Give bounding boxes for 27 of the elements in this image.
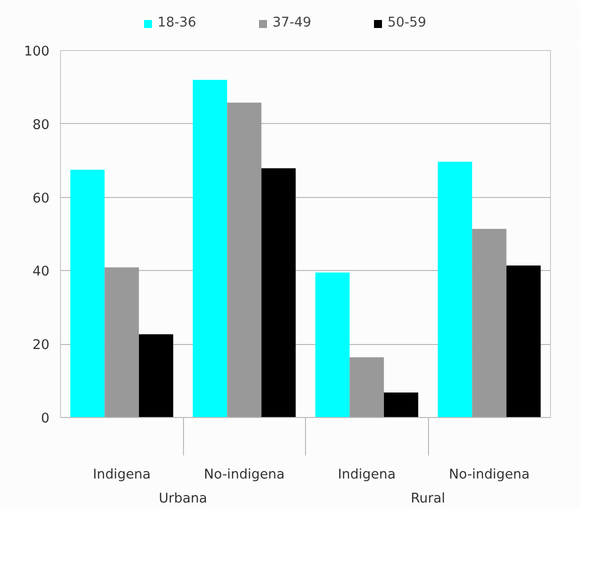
bar — [472, 228, 506, 418]
text: Rural — [410, 492, 446, 506]
bar — [384, 392, 418, 418]
y-tick-label: 100 — [24, 44, 50, 60]
legend-label: 37-49 — [272, 16, 312, 30]
bar — [506, 266, 541, 418]
bar — [192, 80, 228, 418]
text: Urbana — [158, 492, 208, 506]
x-tick-label: No-indigena — [204, 468, 285, 482]
legend-label: 50-59 — [388, 16, 428, 30]
y-tick-label: 40 — [32, 264, 50, 280]
x-tick-label: No-indigena — [448, 468, 530, 482]
bar — [227, 102, 262, 418]
x-tick-label: Indigena — [92, 468, 151, 482]
bar — [315, 272, 350, 418]
y-tick-label: 60 — [32, 191, 50, 206]
y-tick-label: 20 — [32, 338, 50, 354]
bar — [438, 162, 472, 418]
bar — [350, 357, 384, 418]
y-tick-label: 0 — [41, 412, 50, 426]
bar — [70, 170, 105, 418]
legend-label: 18-36 — [158, 16, 198, 30]
bar — [138, 334, 174, 418]
y-tick-label: 80 — [32, 118, 50, 133]
bar — [261, 168, 296, 418]
bar — [104, 267, 139, 418]
x-tick-label: Indigena — [338, 468, 396, 482]
